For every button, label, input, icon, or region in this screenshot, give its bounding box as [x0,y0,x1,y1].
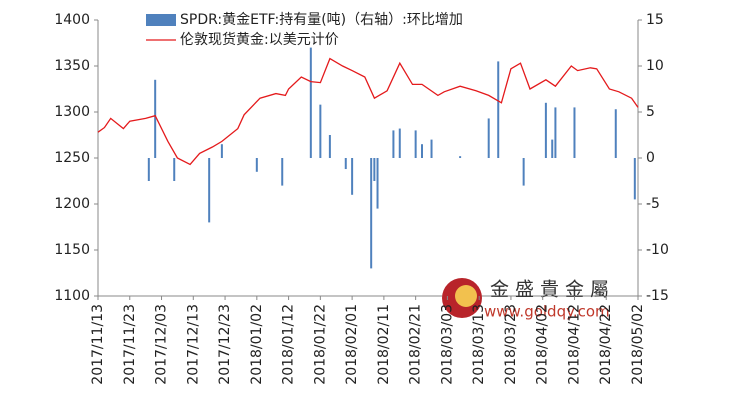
bar [351,158,354,195]
watermark: 金盛貴金屬 www.goldqy.com [442,278,615,321]
y-tick-label: 1400 [54,12,90,28]
bar [370,158,373,269]
y-tick-label: 1150 [54,242,90,258]
bar [328,135,331,158]
x-tick-label: 2018/01/22 [312,304,328,385]
y-tick-label: 1200 [54,196,90,212]
y2-tick-label: 10 [646,58,664,74]
x-tick-label: 2017/12/03 [154,304,170,385]
bar [392,130,395,158]
bar [398,128,401,158]
x-tick-label: 2018/03/03 [439,304,455,385]
bar [147,158,150,181]
watermark-brand: 金盛貴金屬 [490,279,615,301]
bar [487,118,490,158]
y2-tick-label: 0 [646,150,655,166]
x-tick-label: 2018/02/11 [376,304,392,385]
bar [319,104,322,158]
bar [373,158,376,181]
bar [281,158,284,186]
x-tick-label: 2017/12/23 [217,304,233,385]
y-tick-label: 1100 [54,288,90,304]
y2-tick-label: -15 [646,288,669,304]
bar [173,158,176,181]
x-tick-label: 2018/02/01 [344,304,360,385]
x-tick-label: 2017/12/13 [185,304,201,385]
watermark-logo-inner [455,285,477,307]
x-tick-label: 2018/04/22 [598,304,614,385]
bar [220,144,223,158]
bar [376,158,379,209]
bar [497,61,500,158]
y2-tick-label: 15 [646,12,664,28]
legend-label: 伦敦现货黄金:以美元计价 [180,31,339,48]
x-tick-label: 2018/04/02 [535,304,551,385]
bar [421,144,423,158]
legend-swatch [146,14,176,26]
bar [344,158,347,170]
bar [554,107,557,158]
legend-label: SPDR:黄金ETF:持有量(吨)（右轴）:环比增加 [180,11,463,28]
watermark-url: www.goldqy.com [484,303,610,321]
x-tick-label: 2018/05/02 [630,304,646,385]
y-tick-label: 1350 [54,58,90,74]
y2-tick-label: -10 [646,242,669,258]
bar [544,102,547,158]
bar [208,158,211,223]
bar [459,156,462,158]
bar [573,107,576,158]
y2-tick-label: 5 [646,104,655,120]
bar [255,158,258,172]
x-tick-label: 2018/02/21 [408,304,424,385]
x-tick-label: 2017/11/23 [122,304,138,385]
bar [614,109,617,158]
bar [154,79,157,158]
x-tick-label: 2018/04/12 [566,304,582,385]
bar [309,47,312,158]
x-tick-label: 2018/01/12 [281,304,297,385]
bar [522,158,525,186]
bar [414,130,417,158]
bar [430,139,433,158]
bar [551,139,554,158]
y2-tick-label: -5 [646,196,660,212]
x-tick-label: 2018/01/02 [249,304,265,385]
x-tick-label: 2017/11/13 [90,304,106,385]
y-tick-label: 1300 [54,104,90,120]
x-tick-label: 2018/03/23 [503,304,519,385]
bar [633,158,636,200]
x-tick-label: 2018/03/13 [471,304,487,385]
y-tick-label: 1250 [54,150,90,166]
line [97,57,639,166]
